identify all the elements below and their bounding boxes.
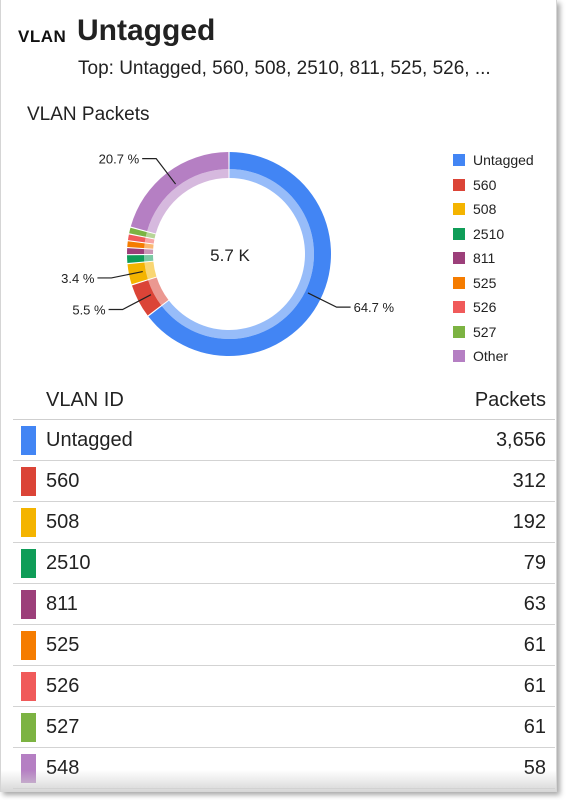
table-row[interactable]: 527 61 bbox=[13, 707, 555, 748]
donut-slice-inner bbox=[144, 237, 155, 244]
column-header-packets[interactable]: Packets bbox=[474, 389, 546, 411]
color-bar bbox=[21, 631, 36, 660]
donut-slice[interactable] bbox=[127, 234, 146, 243]
label-leader-line bbox=[97, 270, 143, 279]
vlan-packets-donut-chart: 64.7 % 5.5 % 3.4 % 20.7 % 5.7 K bbox=[61, 152, 395, 356]
donut-slice[interactable] bbox=[127, 262, 148, 285]
donut-slice-inner bbox=[144, 243, 154, 249]
legend-item[interactable]: 560 bbox=[453, 173, 534, 198]
vlan-id-cell: 508 bbox=[46, 511, 80, 533]
vlan-id-cell: 811 bbox=[46, 593, 78, 615]
vlan-table: VLAN ID Packets Untagged 3,656 560 312 508 19… bbox=[13, 383, 555, 789]
legend-swatch bbox=[453, 203, 465, 216]
color-bar bbox=[21, 713, 36, 742]
legend-swatch bbox=[453, 154, 465, 167]
label-leader-line bbox=[142, 158, 177, 185]
vlan-id-cell: 2510 bbox=[46, 552, 91, 574]
table-row[interactable]: Untagged 3,656 bbox=[13, 420, 555, 461]
legend-item[interactable]: 508 bbox=[453, 197, 534, 222]
packets-cell: 3,656 bbox=[495, 429, 546, 451]
legend-item[interactable]: 2510 bbox=[453, 222, 534, 247]
table-header: VLAN ID Packets bbox=[13, 383, 555, 420]
legend-label: 2510 bbox=[473, 225, 505, 242]
top-vlans-subtitle: Top: Untagged, 560, 508, 2510, 811, 525,… bbox=[78, 58, 491, 79]
table-row[interactable]: 526 61 bbox=[13, 666, 555, 707]
donut-slice-inner bbox=[144, 249, 154, 255]
column-header-vlan-id[interactable]: VLAN ID bbox=[46, 389, 124, 411]
slice-percent-label: 5.5 % bbox=[72, 302, 106, 317]
color-bar bbox=[21, 426, 36, 455]
table-row[interactable]: 811 63 bbox=[13, 584, 555, 625]
page-title: Untagged bbox=[77, 14, 216, 47]
slice-percent-label: 20.7 % bbox=[99, 152, 140, 167]
legend-swatch bbox=[453, 301, 465, 314]
legend-swatch bbox=[453, 350, 465, 363]
donut-slice-inner bbox=[147, 169, 229, 234]
table-row[interactable]: 2510 79 bbox=[13, 543, 555, 584]
legend-swatch bbox=[453, 325, 465, 338]
color-bar bbox=[21, 672, 36, 701]
color-bar bbox=[21, 590, 36, 619]
legend-item[interactable]: 527 bbox=[453, 320, 534, 345]
center-label: 5.7 K bbox=[210, 246, 250, 265]
legend-item[interactable]: 525 bbox=[453, 271, 534, 296]
legend-swatch bbox=[453, 227, 465, 240]
vlan-id-cell: Untagged bbox=[46, 429, 133, 451]
label-leader-line bbox=[307, 292, 351, 308]
legend-label: 526 bbox=[473, 299, 497, 316]
legend-item[interactable]: 526 bbox=[453, 295, 534, 320]
color-bar bbox=[21, 508, 36, 537]
donut-slice[interactable] bbox=[127, 255, 145, 264]
packets-cell: 79 bbox=[523, 552, 546, 574]
legend-label: 508 bbox=[473, 201, 497, 218]
slice-percent-label: 64.7 % bbox=[354, 300, 395, 315]
donut-slice[interactable] bbox=[127, 248, 145, 255]
packets-cell: 192 bbox=[512, 511, 546, 533]
legend-swatch bbox=[453, 252, 465, 265]
legend-item[interactable]: 811 bbox=[453, 246, 534, 271]
packets-cell: 63 bbox=[523, 593, 546, 615]
table-row[interactable]: 525 61 bbox=[13, 625, 555, 666]
packets-cell: 61 bbox=[523, 634, 546, 656]
vlan-id-cell: 525 bbox=[46, 634, 80, 656]
legend-label: 525 bbox=[473, 274, 497, 291]
scroll-fade bbox=[1, 770, 556, 792]
donut-slice[interactable] bbox=[129, 227, 147, 237]
legend-label: Untagged bbox=[473, 152, 534, 169]
donut-slice-inner bbox=[148, 277, 169, 306]
color-bar bbox=[21, 549, 36, 578]
table-row[interactable]: 508 192 bbox=[13, 502, 555, 543]
vlan-icon: VLAN bbox=[18, 27, 67, 46]
legend-swatch bbox=[453, 178, 465, 191]
app-panel: VLAN Untagged Top: Untagged, 560, 508, 2… bbox=[0, 0, 557, 792]
donut-slice[interactable] bbox=[131, 280, 162, 316]
header: VLAN Untagged Top: Untagged, 560, 508, 2… bbox=[1, 0, 556, 100]
donut-slice[interactable] bbox=[130, 152, 229, 232]
legend-item[interactable]: Untagged bbox=[453, 148, 534, 173]
chart-title: VLAN Packets bbox=[27, 104, 150, 125]
legend-item[interactable]: Other bbox=[453, 344, 534, 369]
color-bar bbox=[21, 467, 36, 496]
donut-slice-inner bbox=[145, 232, 156, 239]
vlan-id-cell: 560 bbox=[46, 470, 80, 492]
donut-slice[interactable] bbox=[127, 241, 145, 249]
packets-cell: 312 bbox=[512, 470, 546, 492]
label-leader-line bbox=[108, 294, 152, 311]
packets-cell: 61 bbox=[523, 675, 546, 697]
table-row[interactable]: 560 312 bbox=[13, 461, 555, 502]
chart-legend: Untagged 560 508 2510 811 525 526 527 Other bbox=[453, 148, 534, 369]
donut-slice-inner bbox=[144, 261, 157, 280]
legend-label: 811 bbox=[473, 250, 496, 267]
table-body: Untagged 3,656 560 312 508 192 2510 79 811 63 525 6… bbox=[13, 420, 555, 789]
packets-cell: 61 bbox=[523, 716, 546, 738]
legend-label: Other bbox=[473, 348, 509, 365]
legend-label: 560 bbox=[473, 176, 497, 193]
vlan-id-cell: 527 bbox=[46, 716, 80, 738]
vlan-id-cell: 526 bbox=[46, 675, 80, 697]
donut-slice-inner bbox=[144, 254, 154, 262]
legend-swatch bbox=[453, 276, 465, 289]
slice-percent-label: 3.4 % bbox=[61, 271, 95, 286]
legend-label: 527 bbox=[473, 323, 497, 340]
